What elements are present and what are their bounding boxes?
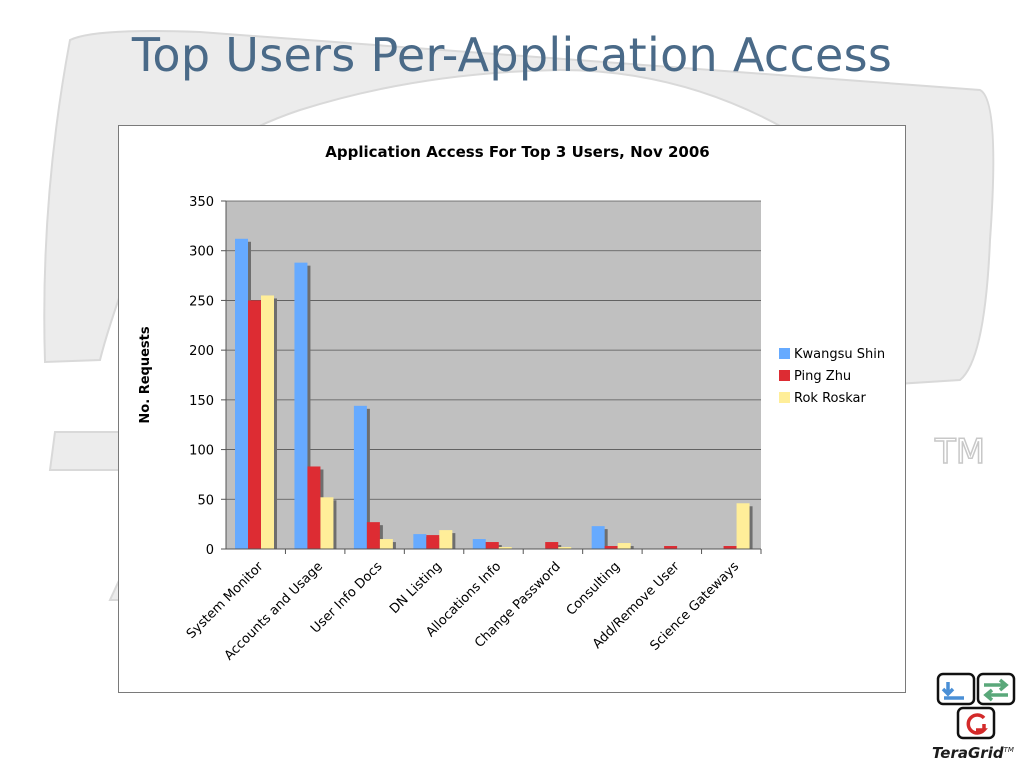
bar-kwangsu-shin	[353, 405, 367, 549]
watermark-tm-text: TM	[934, 432, 985, 472]
legend-label: Kwangsu Shin	[794, 347, 885, 362]
bar-rok-roskar	[498, 547, 512, 549]
slide-title: Top Users Per-Application Access	[131, 28, 893, 82]
bar-kwangsu-shin	[294, 262, 308, 549]
y-tick-label: 350	[189, 195, 214, 210]
bar-ping-zhu	[604, 546, 618, 549]
bar-ping-zhu	[426, 535, 440, 549]
bar-rok-roskar	[558, 547, 572, 549]
bar-rok-roskar	[320, 497, 334, 549]
x-tick-label: Accounts and Usage	[222, 559, 326, 663]
bar-ping-zhu	[664, 546, 678, 549]
teragrid-logo-icon	[936, 672, 1016, 740]
bar-ping-zhu	[307, 466, 321, 549]
bar-kwangsu-shin	[235, 238, 248, 549]
legend-label: Ping Zhu	[794, 369, 851, 384]
bar-rok-roskar	[617, 543, 631, 549]
y-tick-label: 100	[189, 444, 214, 459]
x-tick-label: Consulting	[564, 559, 623, 618]
y-tick-label: 0	[206, 543, 214, 558]
bar-rok-roskar	[439, 530, 453, 549]
chart-title: Application Access For Top 3 Users, Nov …	[325, 143, 709, 161]
bar-ping-zhu	[485, 542, 499, 549]
y-tick-label: 250	[189, 294, 214, 309]
bar-ping-zhu	[723, 546, 737, 549]
x-tick-label: DN Listing	[387, 559, 445, 617]
bar-ping-zhu	[545, 542, 559, 549]
y-tick-label: 300	[189, 245, 214, 260]
y-tick-label: 150	[189, 394, 214, 409]
bar-rok-roskar	[379, 539, 393, 549]
logo-name: TeraGrid	[932, 744, 1004, 762]
y-axis-label: No. Requests	[138, 326, 153, 423]
chart-frame: Application Access For Top 3 Users, Nov …	[118, 125, 906, 693]
bar-kwangsu-shin	[413, 534, 427, 549]
logo-tm: TM	[1003, 746, 1014, 754]
legend-swatch	[779, 392, 790, 403]
bar-kwangsu-shin	[591, 526, 605, 549]
bar-rok-roskar	[261, 295, 274, 549]
legend-label: Rok Roskar	[794, 391, 867, 406]
bar-chart: Application Access For Top 3 Users, Nov …	[138, 143, 885, 664]
y-tick-label: 50	[197, 493, 214, 508]
bar-rok-roskar	[736, 503, 750, 549]
teragrid-logo-text: TeraGridTM	[932, 744, 1024, 762]
bar-kwangsu-shin	[472, 539, 486, 549]
legend-swatch	[779, 370, 790, 381]
legend-swatch	[779, 348, 790, 359]
bar-ping-zhu	[248, 300, 261, 549]
bar-ping-zhu	[366, 522, 380, 549]
y-tick-label: 200	[189, 344, 214, 359]
